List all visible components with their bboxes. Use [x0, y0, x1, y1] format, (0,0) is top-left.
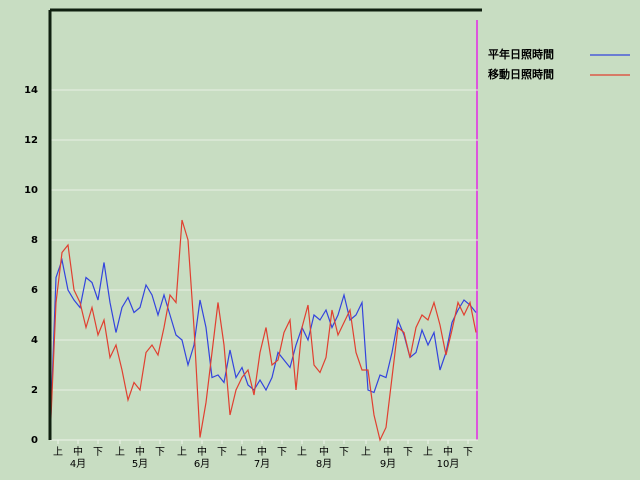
y-tick-label: 8 [31, 235, 38, 246]
y-tick-label: 12 [24, 135, 38, 146]
y-tick-label: 10 [24, 185, 38, 196]
y-tick-label: 14 [24, 85, 38, 96]
legend-label: 平年日照時間 [488, 47, 554, 61]
x-tick-label: 中 [135, 445, 145, 458]
x-tick-label: 中 [197, 445, 207, 458]
x-tick-label: 上 [297, 446, 307, 458]
month-label: 7月 [254, 458, 270, 470]
x-tick-label: 上 [423, 446, 433, 458]
x-tick-label: 下 [463, 447, 473, 458]
x-tick-label: 上 [237, 446, 247, 458]
x-tick-label: 下 [339, 447, 349, 458]
month-label: 5月 [132, 458, 148, 470]
x-tick-label: 中 [73, 445, 83, 458]
x-tick-label: 中 [319, 445, 329, 458]
x-tick-label: 下 [155, 447, 165, 458]
x-tick-label: 中 [257, 445, 267, 458]
x-tick-label: 上 [53, 446, 63, 458]
month-label: 9月 [380, 458, 396, 470]
month-label: 4月 [70, 458, 86, 470]
month-label: 6月 [194, 458, 210, 470]
x-tick-label: 下 [277, 447, 287, 458]
x-tick-label: 中 [443, 445, 453, 458]
x-tick-label: 下 [93, 447, 103, 458]
y-tick-label: 2 [31, 385, 38, 396]
x-tick-label: 上 [177, 446, 187, 458]
series-line [49, 219, 477, 442]
x-tick-label: 上 [361, 446, 371, 458]
month-label: 10月 [437, 458, 460, 470]
y-tick-label: 4 [31, 335, 38, 346]
x-tick-label: 下 [217, 447, 227, 458]
legend-label: 移動日照時間 [488, 67, 554, 81]
y-tick-label: 6 [31, 285, 38, 296]
x-tick-label: 中 [383, 445, 393, 458]
y-tick-label: 0 [31, 435, 38, 446]
month-label: 8月 [316, 458, 332, 470]
x-tick-label: 下 [403, 447, 413, 458]
x-tick-label: 上 [115, 446, 125, 458]
